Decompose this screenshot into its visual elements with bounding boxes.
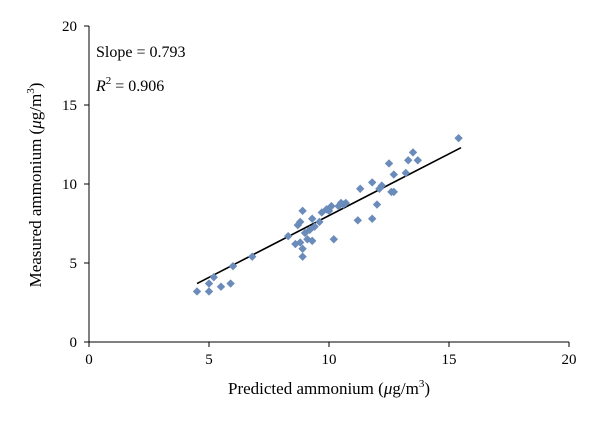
data-point <box>308 236 317 246</box>
y-axis-title-unit: g/m <box>26 94 45 120</box>
x-tick-label: 20 <box>562 352 577 368</box>
y-tick-label: 5 <box>70 256 78 272</box>
data-point <box>377 181 386 190</box>
y-tick-label: 10 <box>62 177 77 193</box>
data-point <box>327 201 336 211</box>
data-point <box>296 238 305 247</box>
y-tick-label: 20 <box>62 19 77 35</box>
x-tick-label: 15 <box>442 352 457 368</box>
data-point <box>356 184 365 193</box>
data-point <box>315 217 324 227</box>
y-tick-label: 15 <box>62 98 77 114</box>
x-axis-title: Predicted ammonium (μg/m3) <box>228 378 430 398</box>
r2-superscript: 2 <box>106 75 112 87</box>
data-point <box>228 261 238 271</box>
data-point <box>368 178 377 187</box>
y-axis-title-prefix: Measured ammonium ( <box>26 128 45 287</box>
data-point <box>204 279 214 288</box>
data-point <box>298 206 307 216</box>
data-point <box>329 235 338 244</box>
x-axis-title-mu: μ <box>383 379 393 398</box>
data-point <box>353 216 362 225</box>
data-point <box>372 200 382 209</box>
data-point <box>389 170 398 179</box>
y-tick-label: 0 <box>70 335 78 351</box>
data-point <box>401 168 410 178</box>
data-point <box>404 156 413 165</box>
data-point <box>209 273 218 282</box>
r2-symbol: R <box>95 78 106 95</box>
y-axis-title-sup: 3 <box>25 88 37 94</box>
data-point <box>204 287 214 296</box>
data-point <box>341 198 350 208</box>
data-point <box>413 156 422 165</box>
slope-annotation: Slope = 0.793 <box>96 44 185 61</box>
data-point <box>317 208 326 217</box>
data-point <box>408 148 418 157</box>
data-point <box>226 279 235 288</box>
data-point <box>216 282 226 291</box>
regression-line <box>196 146 462 285</box>
y-axis-title: Measured ammonium (μg/m3) <box>25 83 45 288</box>
data-point <box>368 214 377 223</box>
data-point <box>296 217 305 227</box>
data-point <box>192 287 202 296</box>
x-axis-title-suffix: ) <box>424 379 430 398</box>
fit-line-group <box>196 146 462 285</box>
x-tick-label: 5 <box>205 352 213 368</box>
data-point <box>384 159 394 168</box>
x-axis-title-unit: g/m <box>392 379 418 398</box>
y-axis-title-suffix: ) <box>26 83 45 89</box>
data-point <box>454 133 463 143</box>
y-axis-title-mu: μ <box>26 120 45 130</box>
points-group <box>192 133 463 296</box>
data-point <box>389 187 398 197</box>
data-point <box>310 222 319 231</box>
x-tick-label: 10 <box>322 352 337 368</box>
x-axis-title-prefix: Predicted ammonium ( <box>228 379 384 398</box>
r2-annotation: R2 = 0.906 <box>95 75 164 95</box>
x-tick-label: 0 <box>85 352 93 368</box>
r2-value: = 0.906 <box>111 78 164 95</box>
data-point <box>298 244 307 253</box>
data-point <box>248 252 257 261</box>
x-axis-title-sup: 3 <box>419 378 425 390</box>
axes: 0 5 10 15 20 0 5 10 15 20 <box>62 19 577 368</box>
data-point <box>298 252 307 261</box>
data-point <box>284 231 293 241</box>
data-point <box>308 214 317 223</box>
